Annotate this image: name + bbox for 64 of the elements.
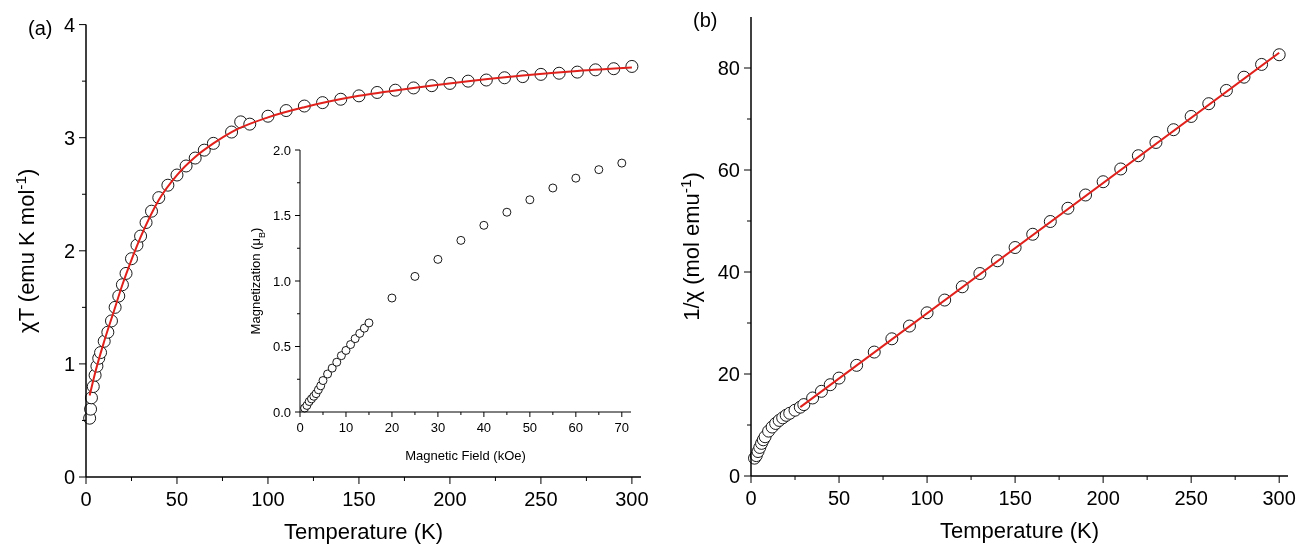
point	[323, 369, 333, 379]
point	[502, 207, 512, 217]
y-tick-label: 40	[717, 261, 740, 283]
x-tick-label: 50	[165, 488, 189, 510]
x-tick-label: 40	[476, 420, 492, 435]
x-tick-label: 50	[827, 487, 851, 509]
point	[346, 340, 356, 349]
point	[625, 60, 639, 73]
x-tick-label: 30	[430, 420, 446, 435]
point	[548, 183, 558, 193]
point	[387, 293, 397, 303]
point	[359, 323, 369, 333]
x-tick-label: 250	[524, 488, 558, 510]
point	[364, 318, 374, 328]
x-tick-label: 60	[568, 420, 584, 435]
point	[525, 195, 535, 205]
chart-title: (b)	[693, 9, 718, 31]
y-tick-label: 0	[728, 465, 740, 487]
point	[571, 173, 581, 183]
y-tick-label: 0.0	[272, 404, 291, 420]
point	[617, 158, 627, 168]
x-tick-label: 200	[1086, 487, 1120, 509]
x-tick-label: 100	[251, 488, 285, 510]
y-tick-label: 20	[717, 363, 740, 385]
x-tick-label: 200	[433, 488, 467, 510]
x-tick-label: 300	[615, 488, 649, 510]
y-tick-label: 0.5	[272, 339, 291, 355]
y-tick-label: 1.0	[272, 273, 291, 289]
y-tick-label: 2.0	[272, 142, 291, 158]
point	[410, 271, 420, 281]
y-tick-label: 1.5	[272, 208, 291, 224]
x-tick-label: 250	[1174, 487, 1208, 509]
point	[336, 351, 346, 361]
x-axis-title: Temperature (K)	[284, 519, 443, 544]
point	[332, 357, 342, 367]
point	[456, 235, 466, 245]
x-tick-label: 150	[342, 488, 376, 510]
y-tick-label: 1	[63, 352, 75, 375]
x-tick-label: 0	[296, 420, 304, 435]
x-tick-label: 300	[1262, 487, 1296, 509]
x-tick-label: 0	[745, 487, 757, 509]
x-tick-label: 150	[998, 487, 1032, 509]
y-tick-label: 80	[717, 57, 740, 79]
chart-title: (a)	[28, 16, 53, 39]
point	[594, 165, 604, 175]
y-tick-label: 2	[63, 239, 75, 262]
point	[479, 220, 489, 230]
point	[318, 376, 328, 386]
x-tick-label: 70	[614, 420, 630, 435]
x-tick-label: 0	[80, 488, 92, 510]
x-tick-label: 50	[522, 420, 538, 435]
x-axis-title: Temperature (K)	[940, 518, 1099, 543]
x-axis-title: Magnetic Field (kOe)	[405, 448, 526, 463]
point	[350, 334, 360, 344]
point	[327, 363, 337, 373]
point	[433, 254, 443, 264]
x-tick-label: 100	[910, 487, 944, 509]
x-tick-label: 20	[384, 420, 400, 435]
y-tick-label: 4	[63, 13, 75, 36]
y-tick-label: 60	[717, 159, 740, 181]
y-tick-label: 3	[63, 126, 75, 149]
point	[341, 345, 351, 355]
x-tick-label: 10	[338, 420, 354, 435]
y-tick-label: 0	[63, 466, 75, 488]
